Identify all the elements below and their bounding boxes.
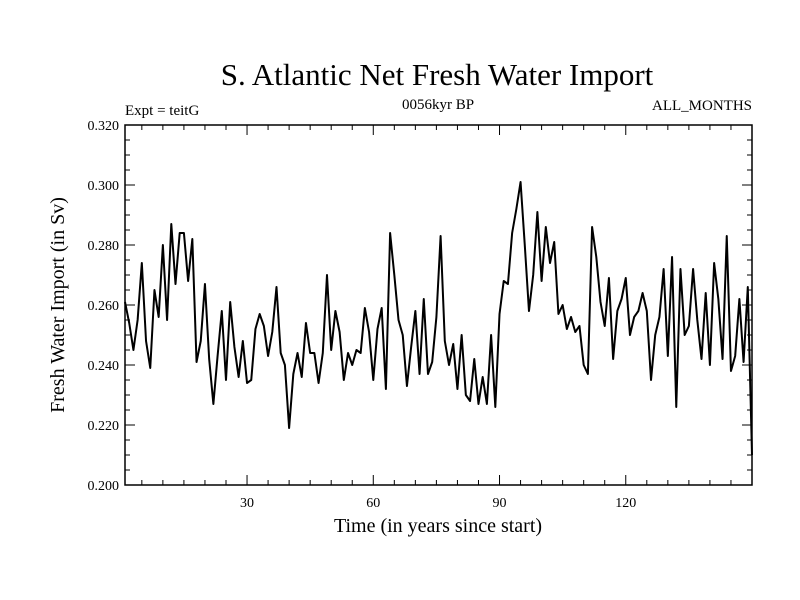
x-tick-label: 120 <box>615 496 636 511</box>
axis-ticks <box>125 124 753 486</box>
y-tick-label: 0.260 <box>88 299 120 314</box>
x-tick-label: 60 <box>366 496 380 511</box>
y-tick-label: 0.300 <box>88 179 120 194</box>
chart-title: S. Atlantic Net Fresh Water Import <box>221 57 654 92</box>
x-tick-label: 90 <box>493 496 507 511</box>
y-tick-label: 0.220 <box>88 419 120 434</box>
y-tick-label: 0.240 <box>88 359 120 374</box>
y-tick-label: 0.320 <box>88 119 120 134</box>
series-line <box>124 181 753 456</box>
y-tick-label: 0.280 <box>88 239 120 254</box>
period-label: 0056kyr BP <box>402 97 474 113</box>
x-tick-label: 30 <box>240 496 254 511</box>
plot-frame <box>124 124 753 486</box>
months-label: ALL_MONTHS <box>652 98 752 114</box>
y-axis-label: Fresh Water Import (in Sv) <box>47 197 69 413</box>
experiment-label: Expt = teitG <box>125 103 199 119</box>
y-tick-label: 0.200 <box>88 479 120 494</box>
x-axis-label: Time (in years since start) <box>334 515 542 537</box>
tick-labels: 0.200 0.220 0.240 0.260 0.280 0.300 0.320 30 60 9… <box>88 119 637 511</box>
